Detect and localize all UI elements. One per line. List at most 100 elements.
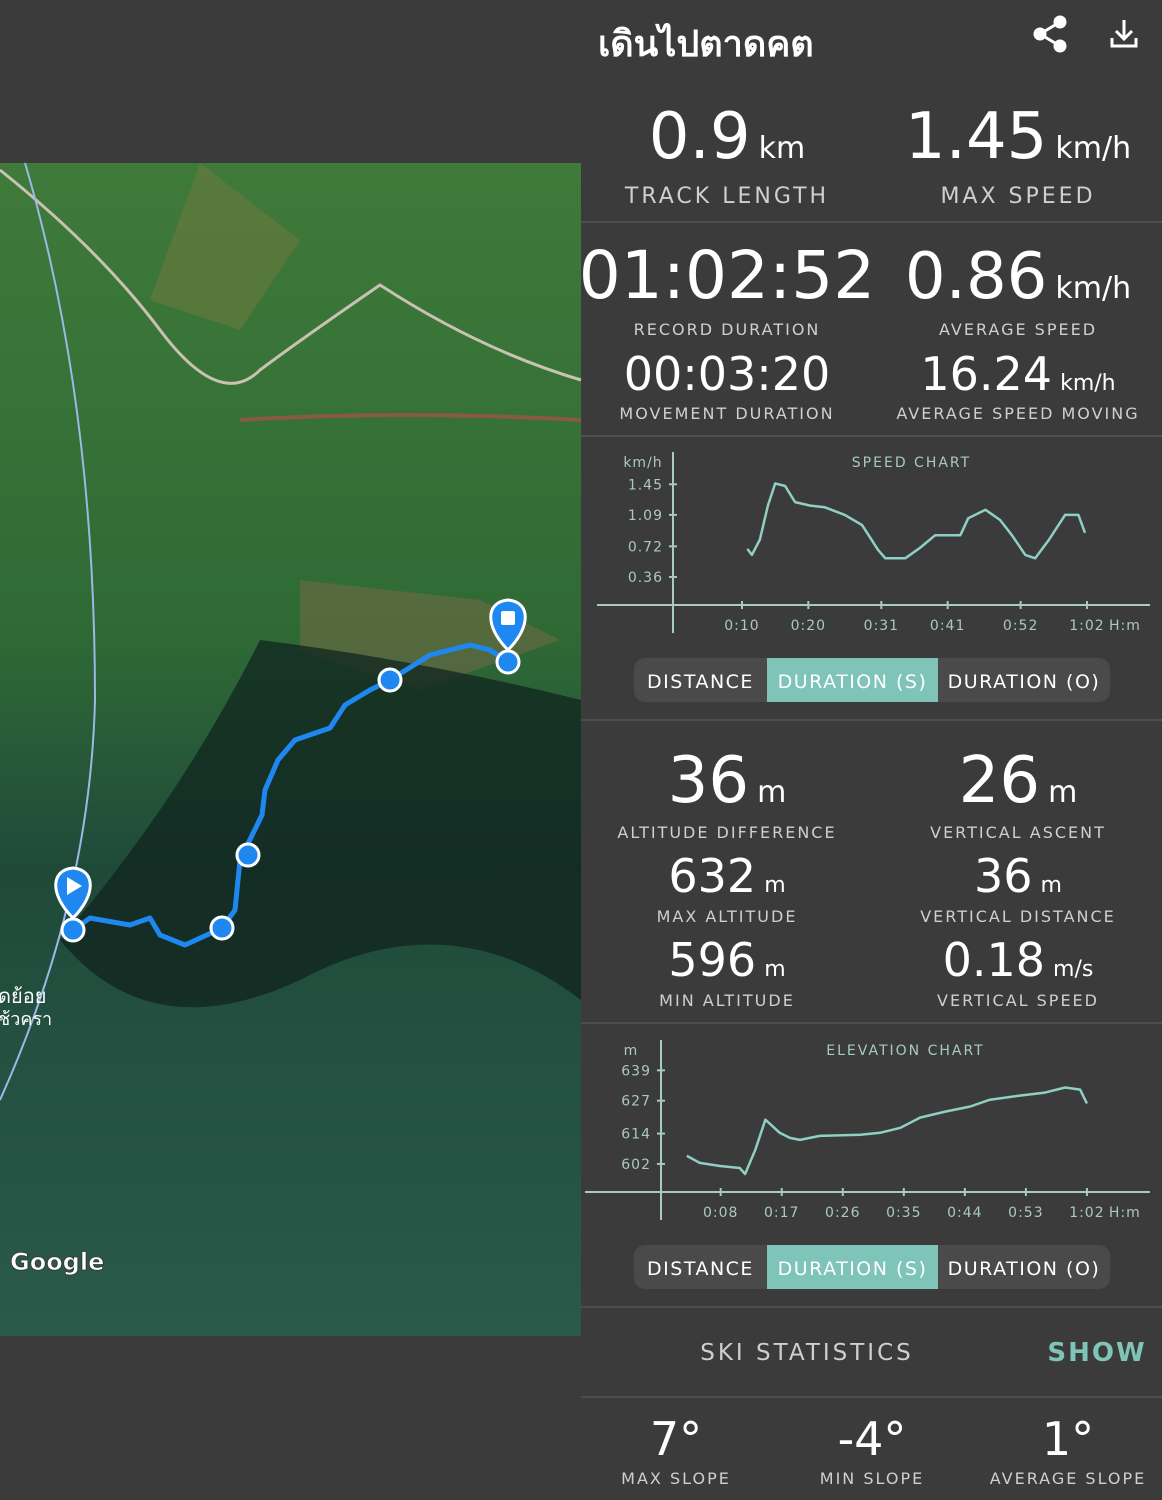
x-tick-label: 0:08	[703, 1205, 738, 1221]
value: 1°	[1042, 1412, 1094, 1466]
toggle-selected	[767, 658, 938, 702]
unit: m	[1041, 873, 1062, 898]
x-tick-label: 0:26	[825, 1205, 860, 1221]
stat-value: 01:02:52	[579, 237, 875, 314]
y-tick-label: 639	[621, 1063, 651, 1079]
waypoint[interactable]	[495, 649, 521, 675]
value: 36	[974, 849, 1033, 903]
x-tick-label: 0:20	[791, 618, 826, 634]
stat-value: 1.45 km/h	[905, 100, 1131, 174]
stat-value: 7°	[650, 1412, 702, 1466]
line-series	[746, 482, 1087, 560]
show-button[interactable]: SHOW	[1047, 1338, 1146, 1368]
chart-title: ELEVATION CHART	[826, 1043, 984, 1059]
toggle-option[interactable]: DURATION (O)	[948, 671, 1101, 693]
value: 0.86	[905, 240, 1048, 314]
stat-value: 36 m	[668, 744, 787, 818]
stat-label: MAX SLOPE	[621, 1469, 731, 1488]
road	[239, 413, 582, 422]
stat-label: VERTICAL SPEED	[937, 991, 1099, 1010]
ski-title: SKI STATISTICS	[700, 1340, 914, 1366]
stat-value: 36 m	[974, 849, 1062, 903]
unit: m	[764, 957, 785, 982]
y-tick-label: 1.09	[628, 508, 663, 524]
value: 7°	[650, 1412, 702, 1466]
x-tick-label: 0:44	[947, 1205, 982, 1221]
unit: m/s	[1053, 957, 1093, 982]
unit: m	[757, 775, 786, 810]
map-attribution: Google	[10, 1248, 104, 1276]
y-tick-label: 1.45	[628, 477, 663, 493]
value: -4°	[838, 1412, 907, 1466]
y-tick-label: 614	[621, 1127, 651, 1143]
start-pin[interactable]	[54, 866, 92, 921]
download-button[interactable]	[1110, 20, 1138, 48]
stat-value: 1°	[1042, 1412, 1094, 1466]
stat-label: VERTICAL DISTANCE	[920, 907, 1116, 926]
stop-icon	[501, 611, 515, 625]
stat-value: 26 m	[959, 744, 1078, 818]
x-tick-label: 0:52	[1003, 618, 1038, 634]
toggle-option[interactable]: DISTANCE	[647, 671, 754, 693]
stat-value: 632 m	[668, 849, 785, 903]
x-tick-label: 0:17	[764, 1205, 799, 1221]
value: 36	[668, 744, 749, 818]
route	[71, 642, 510, 948]
unit: km/h	[1055, 131, 1131, 166]
map: ดย้อย ช้วครา Google	[0, 162, 582, 1336]
toggle-option[interactable]: DURATION (S)	[778, 1258, 928, 1280]
y-tick-label: 0.36	[628, 570, 663, 586]
line-series	[686, 1086, 1089, 1176]
dividers	[581, 221, 1162, 1398]
stat-label: MAX ALTITUDE	[657, 907, 798, 926]
waypoint[interactable]	[209, 915, 235, 941]
y-tick-label: 627	[621, 1094, 651, 1110]
x-tick-label: 0:31	[864, 618, 899, 634]
x-tick-label: 0:53	[1008, 1205, 1043, 1221]
unit: km/h	[1055, 271, 1131, 306]
stat-label: ALTITUDE DIFFERENCE	[617, 823, 836, 842]
value: 26	[959, 744, 1040, 818]
stat-label: MIN ALTITUDE	[659, 991, 795, 1010]
value: 1.45	[905, 100, 1048, 174]
unit: m	[1048, 775, 1077, 810]
value: 0.18	[943, 933, 1045, 987]
value: 632	[668, 849, 756, 903]
x-tick-label: 0:35	[886, 1205, 921, 1221]
stat-value: 0.86 km/h	[905, 240, 1131, 314]
track-title: เดินไปตาดคต	[598, 22, 814, 65]
stat-value: 596 m	[668, 933, 785, 987]
stat-label: MAX SPEED	[940, 184, 1095, 209]
y-unit: km/h	[623, 455, 662, 471]
toggle-option[interactable]: DURATION (O)	[948, 1258, 1101, 1280]
place-label: ช้วครา	[0, 1009, 52, 1030]
y-tick-label: 602	[621, 1157, 651, 1173]
stat-label: VERTICAL ASCENT	[930, 823, 1106, 842]
play-icon	[67, 877, 82, 895]
x-unit: H:m	[1109, 1205, 1141, 1221]
stat-label: MOVEMENT DURATION	[619, 404, 834, 423]
x-tick-label: 0:41	[930, 618, 965, 634]
toggle-option[interactable]: DURATION (S)	[778, 671, 928, 693]
value: 01:02:52	[579, 237, 875, 314]
value: 596	[668, 933, 756, 987]
stat-label: MIN SLOPE	[820, 1469, 924, 1488]
canyon-shadow	[60, 640, 581, 1008]
value: 00:03:20	[624, 347, 831, 401]
road	[0, 168, 582, 385]
toggle-option[interactable]: DISTANCE	[647, 1258, 754, 1280]
waypoint[interactable]	[235, 842, 261, 868]
stat-label: RECORD DURATION	[634, 320, 821, 339]
stat-label: AVERAGE SLOPE	[990, 1469, 1147, 1488]
stat-label: TRACK LENGTH	[624, 184, 829, 209]
x-tick-label: 0:10	[724, 618, 759, 634]
waypoint[interactable]	[377, 667, 403, 693]
stat-label: AVERAGE SPEED MOVING	[896, 404, 1139, 423]
waypoint[interactable]	[60, 917, 86, 943]
share-button[interactable]	[1033, 15, 1067, 53]
place-label: ดย้อย	[0, 984, 46, 1008]
field	[150, 163, 300, 330]
boundary	[0, 162, 97, 1101]
x-tick-label: 1:02	[1069, 618, 1104, 634]
